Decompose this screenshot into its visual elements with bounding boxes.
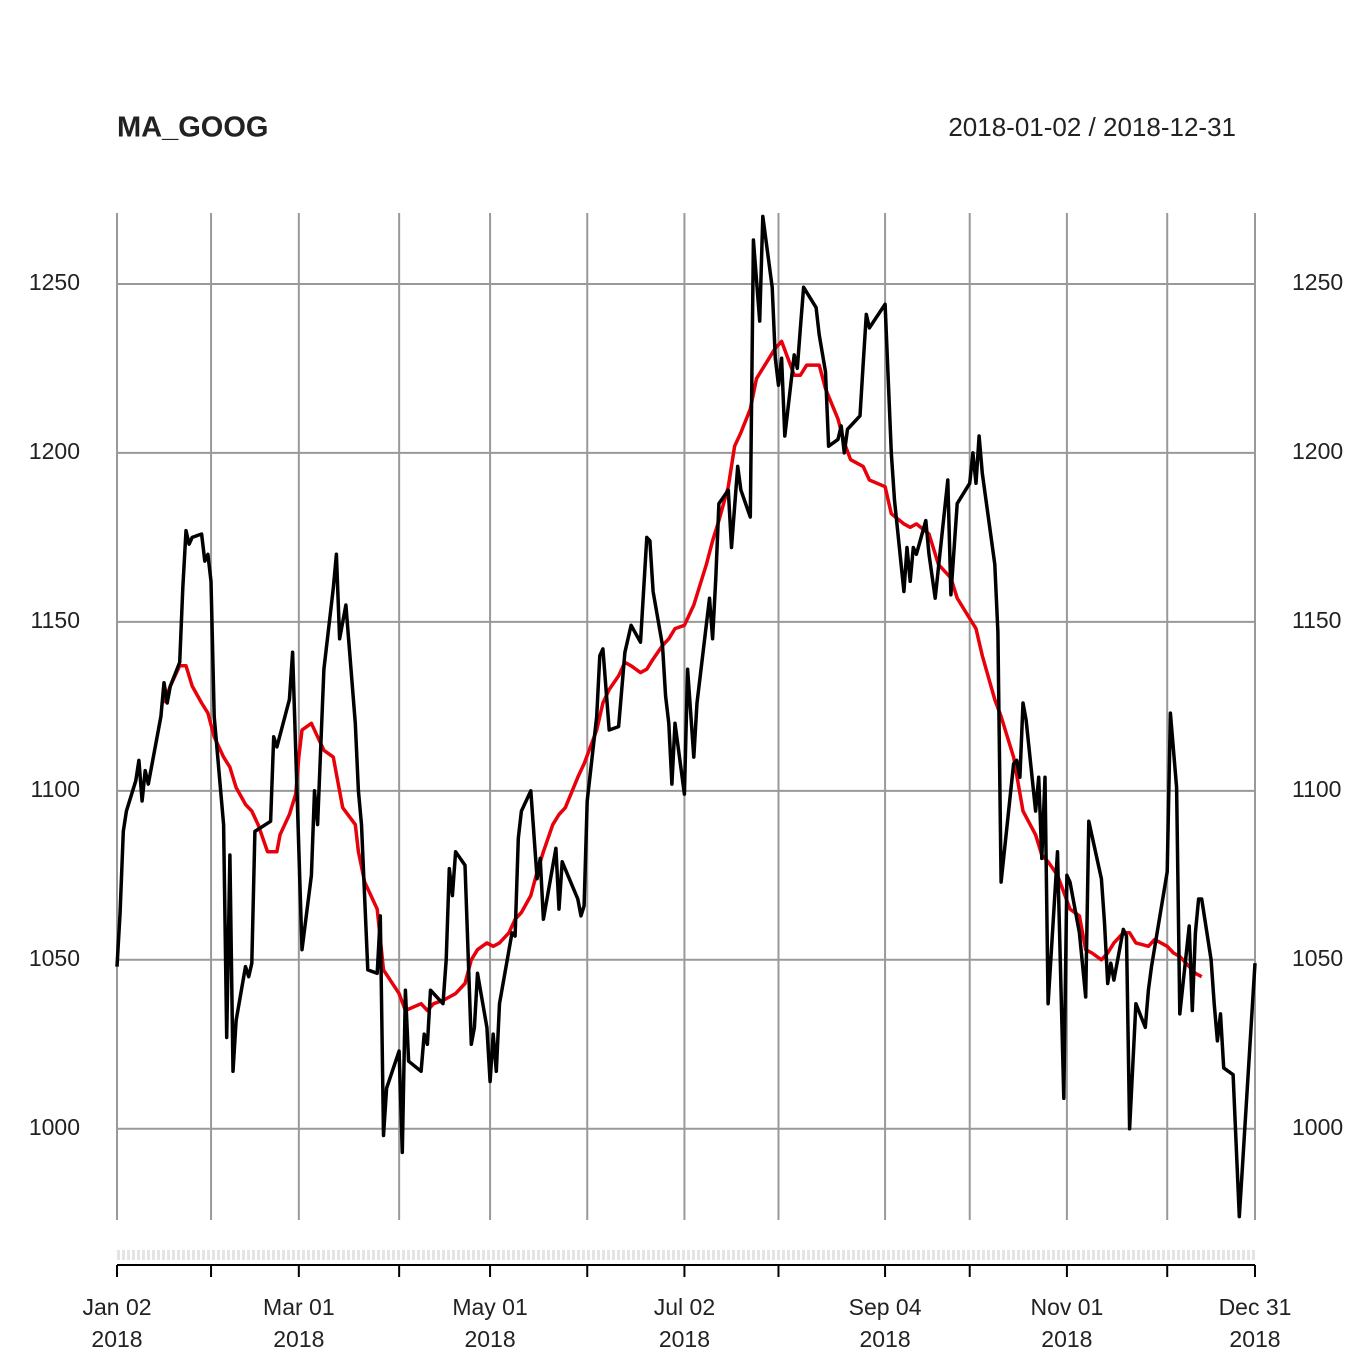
y-tick-label: 1100	[31, 776, 80, 802]
chart-title: MA_GOOG	[117, 112, 268, 144]
x-tick-label: Jan 02 2018	[82, 1294, 152, 1352]
y-tick-label-right: 1200	[1292, 438, 1343, 464]
y-tick-label-right: 1250	[1292, 269, 1343, 295]
y-tick-label: 1200	[29, 438, 80, 464]
y-tick-label: 1250	[29, 269, 80, 295]
y-tick-label: 1150	[31, 607, 80, 633]
x-tick-label: Sep 04 2018	[848, 1294, 922, 1352]
series-line	[115, 214, 1257, 1219]
x-tick-label: May 01 2018	[452, 1294, 528, 1352]
y-tick-label-right: 1050	[1292, 945, 1343, 971]
x-tick-label: Jul 02 2018	[653, 1294, 716, 1352]
y-tick-label: 1050	[29, 945, 80, 971]
x-tick-label: Mar 01 2018	[263, 1294, 335, 1352]
x-tick-label: Dec 31 2018	[1218, 1294, 1292, 1352]
chart-subtitle: 2018-01-02 / 2018-12-31	[948, 112, 1236, 142]
y-tick-label-right: 1100	[1292, 776, 1341, 802]
y-tick-label-right: 1000	[1292, 1114, 1343, 1140]
series-line	[162, 339, 1203, 1013]
y-tick-label: 1000	[29, 1114, 80, 1140]
y-tick-label-right: 1150	[1292, 607, 1341, 633]
x-tick-label: Nov 01 2018	[1030, 1294, 1104, 1352]
